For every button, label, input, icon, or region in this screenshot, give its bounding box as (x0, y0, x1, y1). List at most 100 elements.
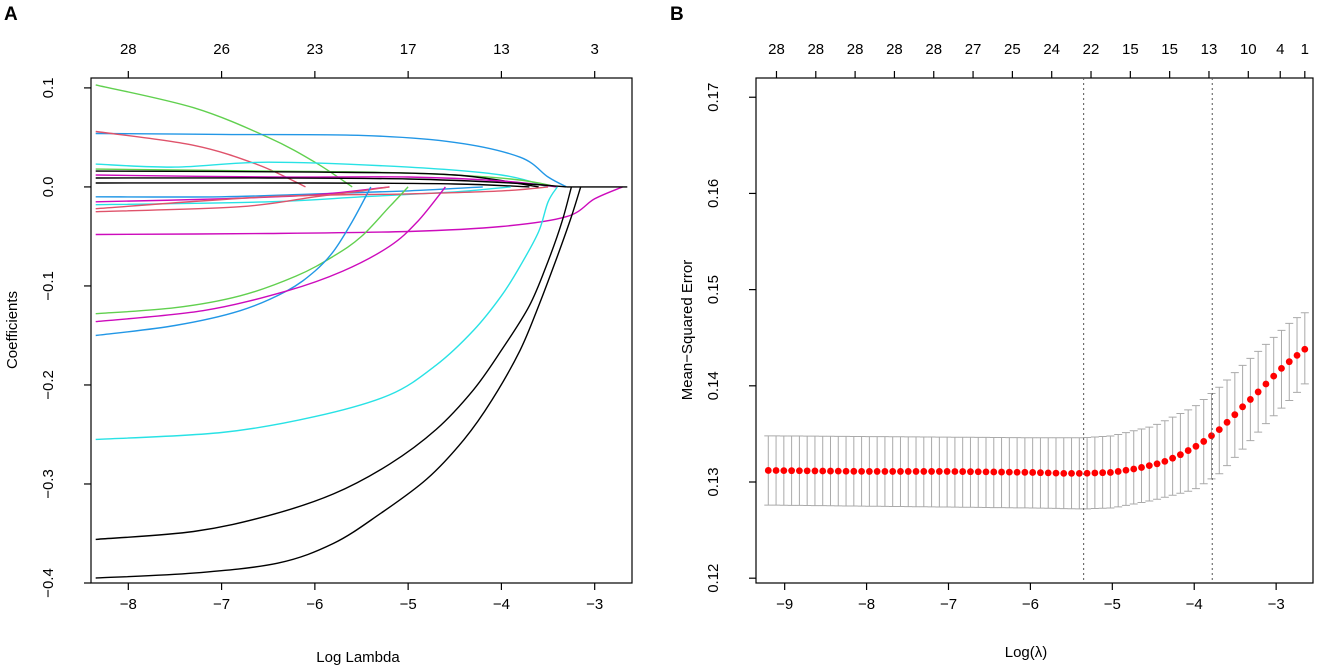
cv-point (982, 468, 990, 476)
panel-b-top-tick-label: 25 (1004, 41, 1021, 58)
coefficient-path-var3 (95, 130, 306, 188)
panel-a-coefficient-paths: −8 −7 −6 −5 −4 −3 0.1 0.0 −0.1 −0.2 −0.3 −0.4 28 26 23… (40, 41, 633, 613)
cv-point (928, 468, 935, 475)
panel-b-y-tick-label: 0.13 (705, 467, 722, 496)
panel-b-top-tick-label: 10 (1240, 41, 1257, 58)
panel-b-x-tick-label: −4 (1186, 596, 1203, 613)
coefficient-path-var7 (95, 174, 558, 188)
cv-point (803, 467, 811, 475)
cv-point (1145, 462, 1153, 470)
cv-point (1052, 469, 1060, 477)
cv-point (920, 468, 928, 475)
panel-b-top-tick-label: 27 (965, 41, 982, 58)
cv-point (912, 468, 920, 475)
panel-b-top-tick-label: 28 (768, 41, 785, 58)
panel-a-y-tick-label: −0.2 (40, 370, 57, 400)
panel-a-y-tick-label: 0.1 (40, 77, 57, 98)
coefficient-path-var10 (95, 186, 511, 206)
cv-point (1285, 358, 1293, 366)
cv-point (1130, 465, 1138, 473)
panel-a-plot-frame (90, 77, 633, 584)
panel-b-x-tick-label: −3 (1268, 596, 1285, 613)
panel-a-x-tick-label: −3 (586, 596, 603, 613)
coefficient-path-var4 (95, 161, 549, 188)
cv-point (1029, 469, 1037, 476)
panel-b-top-tick-label: 1 (1301, 41, 1309, 58)
cv-point (1293, 351, 1301, 359)
cv-point (1192, 442, 1200, 450)
panel-b-top-tick-label: 28 (847, 41, 864, 58)
coefficient-path-var11 (95, 186, 483, 198)
cv-point (1068, 469, 1075, 477)
cv-point (873, 468, 881, 475)
cv-point (935, 468, 943, 475)
cv-point (1138, 464, 1145, 471)
cv-point (772, 467, 780, 474)
panel-b-x-tick-label: −9 (776, 596, 793, 613)
panel-a-y-tick-label: −0.4 (40, 568, 57, 598)
error-bars (764, 312, 1309, 510)
cv-point (889, 468, 897, 475)
cv-point (1278, 364, 1285, 372)
cv-point (819, 467, 827, 475)
cv-point (850, 467, 858, 475)
panel-label-b: B (670, 4, 684, 25)
cv-point (1075, 469, 1083, 477)
panel-b-top-tick-label: 28 (925, 41, 942, 58)
coefficient-path-var17 (95, 186, 372, 337)
panel-b-x-tick-label: −6 (1022, 596, 1039, 613)
cv-point (1270, 372, 1278, 380)
cv-point (842, 467, 850, 475)
cv-point (1223, 418, 1231, 426)
panel-b-top-tick-label: 15 (1122, 41, 1139, 58)
cv-point (967, 468, 974, 476)
panel-a-x-tick-label: −8 (120, 596, 137, 613)
cv-point (943, 468, 951, 475)
coefficient-path-var21 (95, 186, 582, 579)
coefficient-path-var18 (95, 186, 446, 323)
panel-b-top-tick-label: 15 (1161, 41, 1178, 58)
panel-b-x-tick-label: −8 (858, 596, 875, 613)
panel-a-top-tick-label: 26 (213, 41, 230, 58)
cv-point (764, 467, 772, 474)
cv-point (811, 467, 819, 475)
cv-point (1301, 345, 1309, 353)
cv-point (990, 468, 998, 476)
panel-a-y-tick-label: −0.1 (40, 271, 57, 301)
panel-a-x-axis-title: Log Lambda (316, 649, 400, 666)
panel-b-top-tick-label: 22 (1083, 41, 1100, 58)
cv-point (1246, 396, 1254, 403)
cv-point (1239, 403, 1247, 411)
panel-b-y-tick-label: 0.16 (705, 179, 722, 208)
panel-b-y-tick-label: 0.12 (705, 564, 722, 593)
cv-point (1262, 380, 1270, 388)
panel-b-top-tick-label: 28 (807, 41, 824, 58)
panel-b-x-tick-label: −7 (940, 596, 957, 613)
panel-b-x-tick-label: −5 (1104, 596, 1121, 613)
panel-b-top-tick-label: 28 (886, 41, 903, 58)
panel-a-y-tick-label: −0.3 (40, 469, 57, 499)
panel-b-y-tick-label: 0.14 (705, 371, 722, 400)
panel-a-top-tick-label: 23 (307, 41, 324, 58)
cv-point (1107, 469, 1114, 476)
panel-b-top-tick-label: 4 (1276, 41, 1284, 58)
cv-point (865, 468, 873, 475)
cv-point (1013, 468, 1021, 476)
cv-point (1208, 432, 1215, 440)
panel-b-plot-frame (755, 77, 1314, 584)
cv-point (1099, 469, 1107, 477)
cv-point (1114, 468, 1122, 475)
panel-a-y-axis-title: Coefficients (4, 291, 21, 369)
cv-point (1254, 388, 1262, 396)
cv-point (1231, 411, 1239, 419)
panel-a-top-tick-label: 3 (591, 41, 599, 58)
panel-b-x-axis-title: Log(λ) (1005, 644, 1048, 661)
cv-point (1091, 469, 1099, 477)
panel-a-x-tick-label: −4 (493, 596, 510, 613)
cv-point (834, 467, 842, 475)
coefficient-path-var9 (95, 182, 530, 188)
cv-point (858, 467, 865, 475)
cv-point (1184, 447, 1192, 454)
coefficient-path-var16 (95, 186, 409, 315)
